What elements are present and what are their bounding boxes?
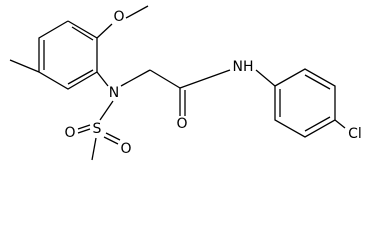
atom-label: NH <box>233 59 254 75</box>
bond <box>179 69 231 89</box>
bond <box>96 23 113 39</box>
atom-label: N <box>109 85 119 101</box>
double-bond <box>304 74 331 90</box>
atom-label: S <box>93 121 102 137</box>
molecule-diagram: O N S O O O NH Cl <box>9 5 362 161</box>
bond <box>77 128 91 134</box>
bonds <box>9 5 346 161</box>
methyl-bond <box>9 59 40 73</box>
double-bond <box>71 26 94 41</box>
atom-label: O <box>113 9 124 25</box>
atom-label: O <box>64 125 75 141</box>
bond <box>255 69 276 87</box>
double-bond <box>304 116 331 132</box>
bond <box>149 69 181 89</box>
double-bond <box>105 132 121 141</box>
bond <box>334 119 346 129</box>
atom-label: Cl <box>348 126 362 142</box>
atom-label: O <box>176 116 187 132</box>
bond <box>96 71 109 87</box>
bond <box>120 69 151 87</box>
ring-left <box>38 20 98 90</box>
bond <box>103 136 119 145</box>
double-bond <box>67 69 94 85</box>
bond <box>99 100 114 121</box>
ring-right <box>274 68 336 138</box>
bond <box>125 5 149 19</box>
atom-label: O <box>120 141 131 157</box>
double-bond <box>77 124 91 130</box>
methyl-bond <box>91 137 97 161</box>
